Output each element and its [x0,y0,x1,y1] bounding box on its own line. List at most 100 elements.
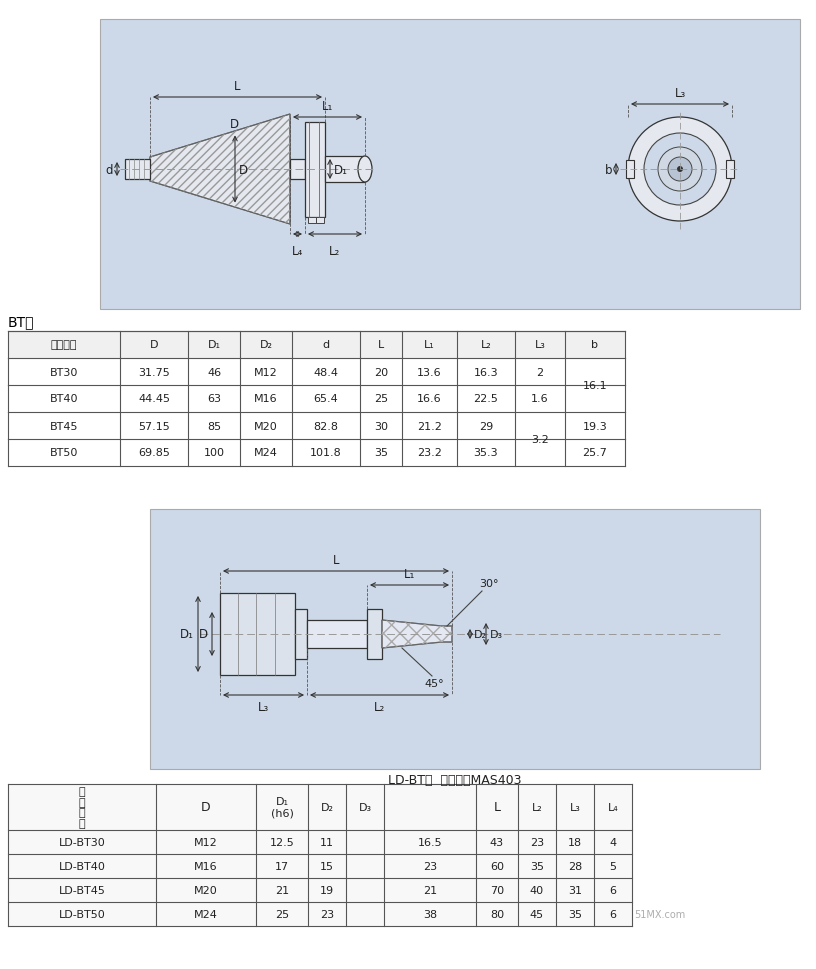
Text: 12.5: 12.5 [269,837,295,847]
Text: 69.85: 69.85 [138,448,170,458]
Text: D₁: D₁ [334,164,348,176]
Text: 16.3: 16.3 [473,367,499,377]
Text: 60: 60 [490,861,504,871]
Text: 23: 23 [320,909,334,919]
Ellipse shape [358,157,372,183]
Text: LD-BT40: LD-BT40 [59,861,105,871]
Bar [316,217,324,223]
Text: 21: 21 [423,885,437,895]
Text: 82.8: 82.8 [313,422,339,431]
Text: LD-BT型  日本标准MAS403: LD-BT型 日本标准MAS403 [388,773,521,786]
Text: 19: 19 [320,885,334,895]
Text: d: d [105,164,113,176]
Text: 35: 35 [530,861,544,871]
Text: L₄: L₄ [292,245,303,258]
Text: L₃: L₃ [570,802,580,812]
Text: M16: M16 [194,861,218,871]
Bar [125,160,150,180]
Text: 101.8: 101.8 [310,448,342,458]
Text: 23: 23 [530,837,544,847]
Bar [307,620,367,648]
Text: M16: M16 [255,394,277,404]
Bar [8,440,625,466]
Circle shape [644,134,716,205]
Text: D₃: D₃ [358,802,371,812]
Text: 57.15: 57.15 [138,422,170,431]
Text: 4: 4 [610,837,617,847]
Text: 23: 23 [423,861,437,871]
Bar [8,784,632,926]
Text: 63: 63 [207,394,221,404]
Text: 11: 11 [320,837,334,847]
Text: 28: 28 [568,861,582,871]
Text: b: b [592,340,598,350]
Text: 21: 21 [275,885,289,895]
Bar [8,331,625,359]
Text: 17: 17 [275,861,289,871]
Text: 25.7: 25.7 [583,448,607,458]
Text: D₁: D₁ [207,340,220,350]
Text: 18: 18 [568,837,582,847]
Text: 1.6: 1.6 [531,394,549,404]
Bar [8,413,625,440]
Text: 25: 25 [275,909,289,919]
Bar [308,217,316,223]
Text: D: D [230,118,239,132]
Circle shape [658,148,702,192]
Text: L₃: L₃ [534,340,545,350]
Text: L: L [378,340,384,350]
Polygon shape [382,620,452,648]
Bar [8,359,625,386]
Text: 51MX.com: 51MX.com [634,909,685,919]
Text: 5: 5 [610,861,617,871]
Text: 19.3: 19.3 [583,422,607,431]
Text: D₂: D₂ [259,340,273,350]
Bar [367,610,382,659]
Text: d: d [322,340,330,350]
Text: D: D [239,164,248,176]
Text: D₃: D₃ [490,629,503,640]
Text: L₄: L₄ [608,802,619,812]
Bar [8,386,625,413]
Text: 48.4: 48.4 [313,367,339,377]
Text: LD-BT30: LD-BT30 [59,837,105,847]
Text: 45°: 45° [424,678,444,688]
Text: 30°: 30° [479,578,499,588]
Text: L: L [494,800,500,814]
Text: BT30: BT30 [50,367,78,377]
Text: BT40: BT40 [50,394,78,404]
Text: 15: 15 [320,861,334,871]
Text: L: L [234,79,241,93]
Text: 35: 35 [374,448,388,458]
Text: 65.4: 65.4 [313,394,339,404]
Bar [305,122,325,217]
Text: LD-BT50: LD-BT50 [59,909,105,919]
Bar [726,161,734,179]
Circle shape [677,167,683,172]
Text: L₃: L₃ [674,87,685,100]
Text: M20: M20 [254,422,278,431]
Text: D₂: D₂ [321,802,334,812]
Bar [290,160,305,180]
Text: D: D [150,340,158,350]
Text: 43: 43 [490,837,504,847]
Bar [295,610,307,659]
Text: D₁
(h6): D₁ (h6) [271,797,294,818]
Text: D: D [202,800,211,814]
Text: 21.2: 21.2 [417,422,442,431]
Text: 46: 46 [207,367,221,377]
Text: 85: 85 [207,422,221,431]
Text: M12: M12 [254,367,278,377]
Text: L₃: L₃ [258,701,269,713]
Text: 31.75: 31.75 [138,367,170,377]
Text: 38: 38 [423,909,437,919]
Bar [626,161,634,179]
Text: BT50: BT50 [50,448,78,458]
Text: D₂: D₂ [474,629,487,640]
Text: L₁: L₁ [424,340,435,350]
Text: 6: 6 [610,885,617,895]
Text: 柄部型号: 柄部型号 [51,340,78,350]
Text: M20: M20 [194,885,218,895]
Text: 2: 2 [536,367,543,377]
Text: 80: 80 [490,909,504,919]
